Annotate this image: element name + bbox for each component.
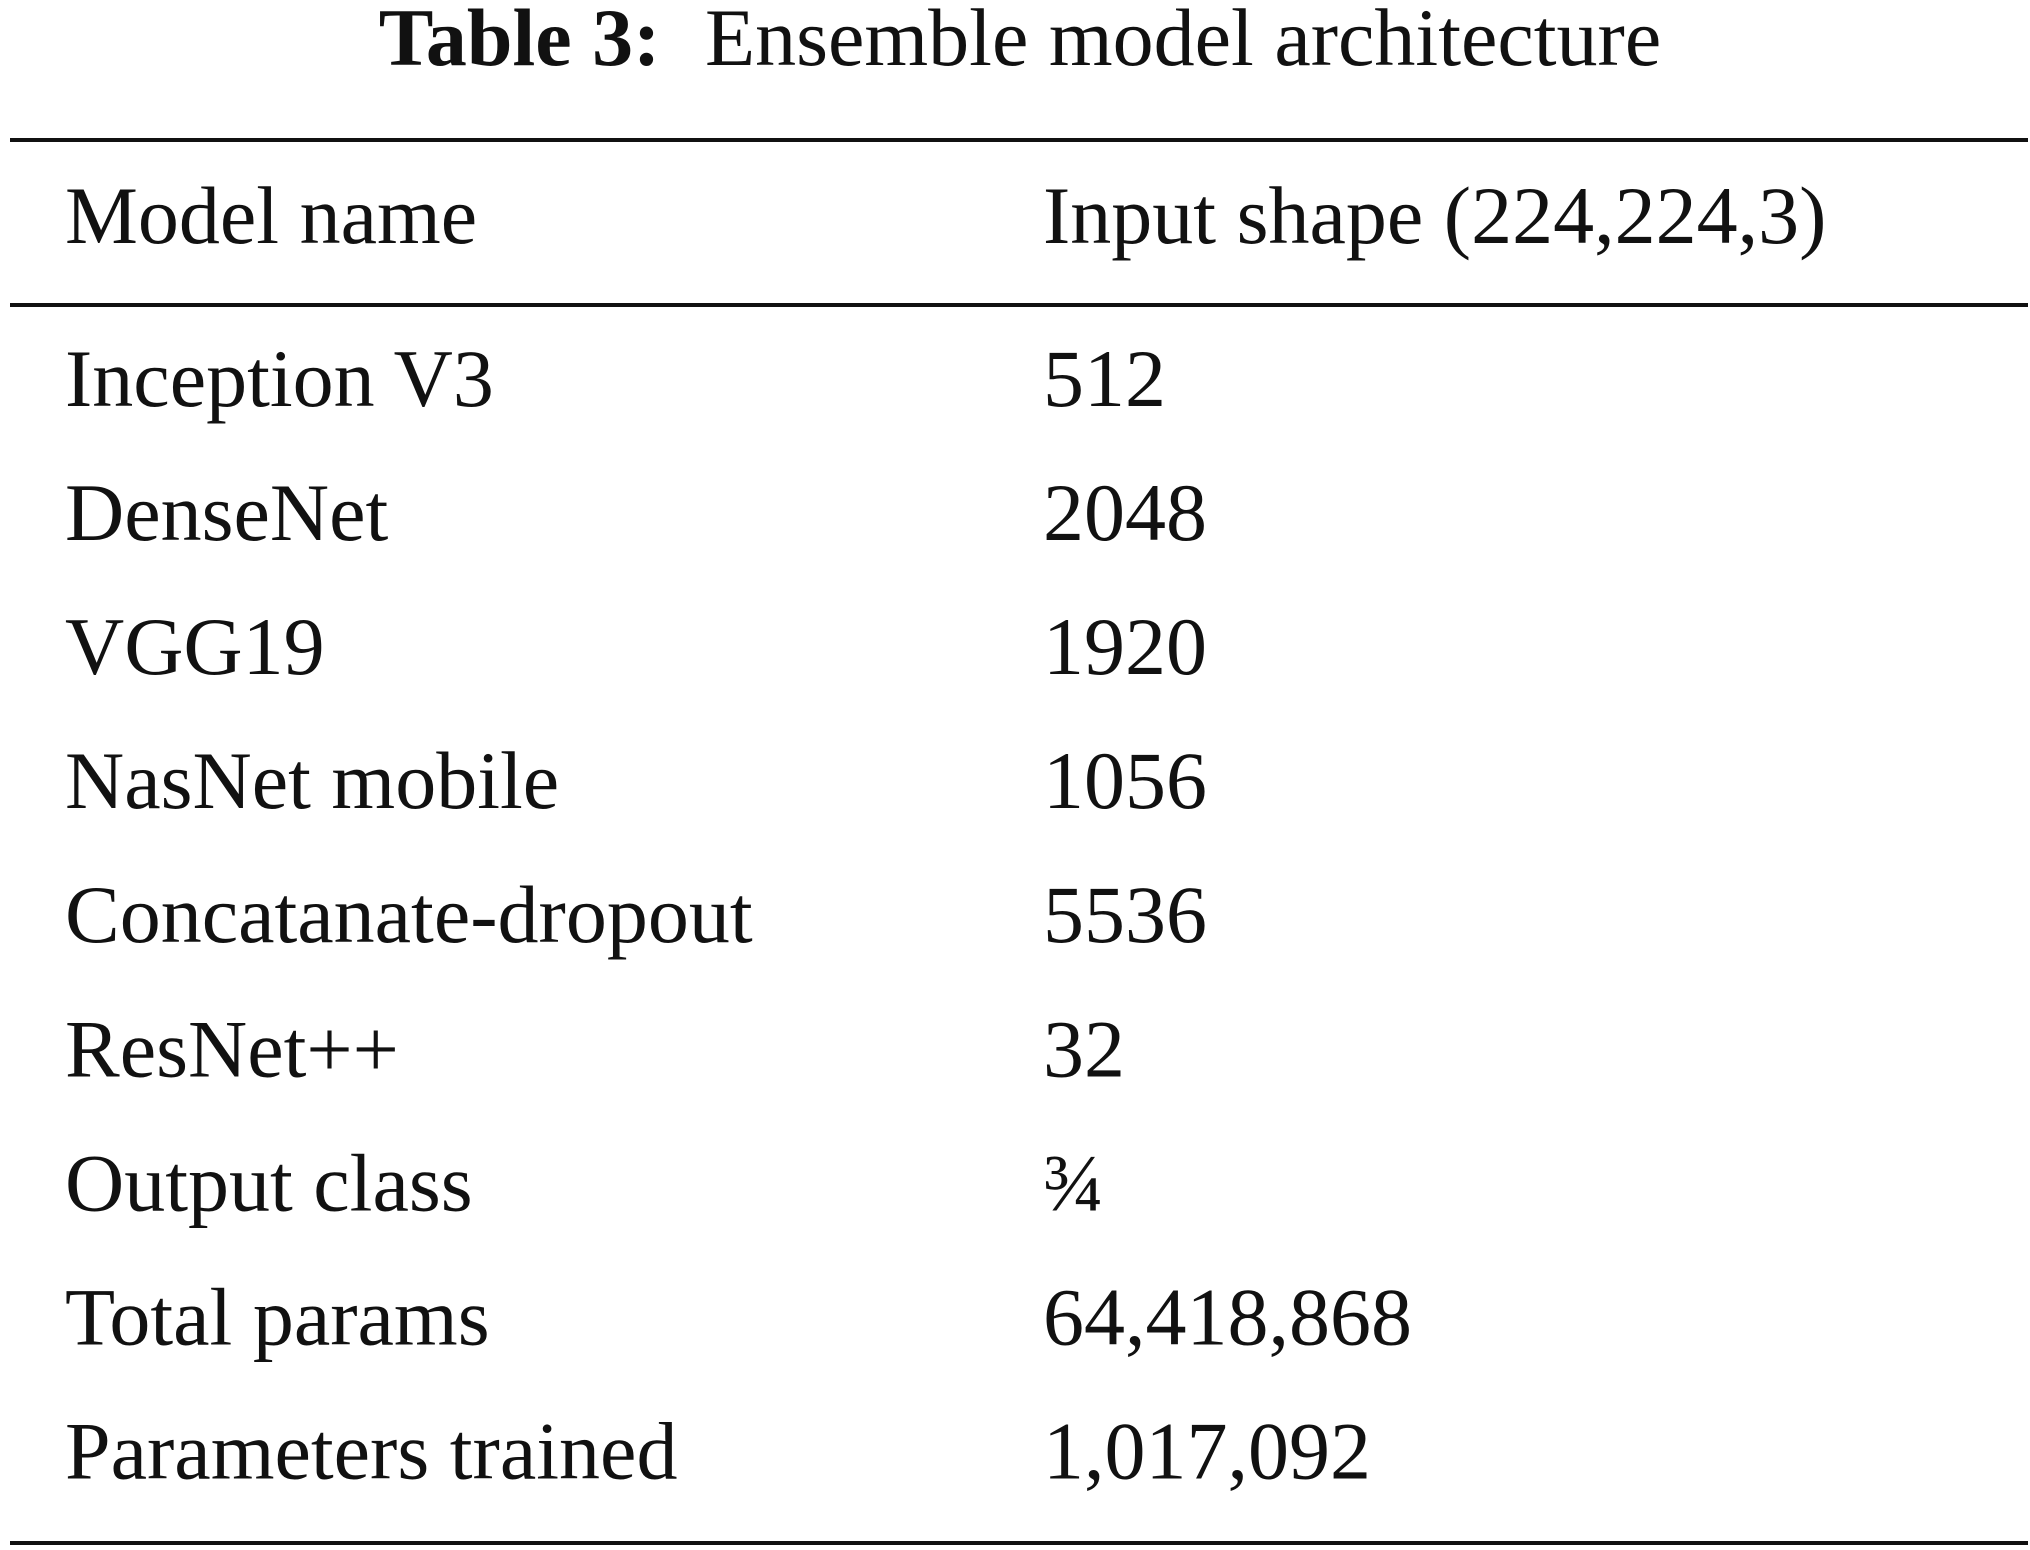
table-cell: 1056 <box>1043 735 1207 826</box>
table-cell: 1920 <box>1043 601 1207 692</box>
table-cell: VGG19 <box>65 601 325 692</box>
table-cell: ResNet++ <box>65 1003 399 1094</box>
table-cell: 512 <box>1043 333 1166 424</box>
table-cell: Inception V3 <box>65 333 494 424</box>
table-cell: 2048 <box>1043 467 1207 558</box>
table-cell: Concatanate-dropout <box>65 869 753 960</box>
table-cell: 64,418,868 <box>1043 1272 1412 1363</box>
table-cell: DenseNet <box>65 467 389 558</box>
table-label: Table 3: <box>379 0 661 83</box>
table-cell: Output class <box>65 1137 473 1228</box>
table-cell: 32 <box>1043 1003 1125 1094</box>
table-cell: Total params <box>65 1272 490 1363</box>
table-title: Table 3: Ensemble model architecture <box>379 0 1662 83</box>
header-cell: Model name <box>65 170 477 261</box>
table-cell: ¾ <box>1043 1137 1105 1228</box>
table-cell: Parameters trained <box>65 1406 677 1497</box>
table-cell: NasNet mobile <box>65 735 559 826</box>
table-caption: Ensemble model architecture <box>705 0 1661 83</box>
header-cell: Input shape (224,224,3) <box>1043 170 1826 261</box>
table-cell: 1,017,092 <box>1043 1406 1371 1497</box>
table-cell: 5536 <box>1043 869 1207 960</box>
